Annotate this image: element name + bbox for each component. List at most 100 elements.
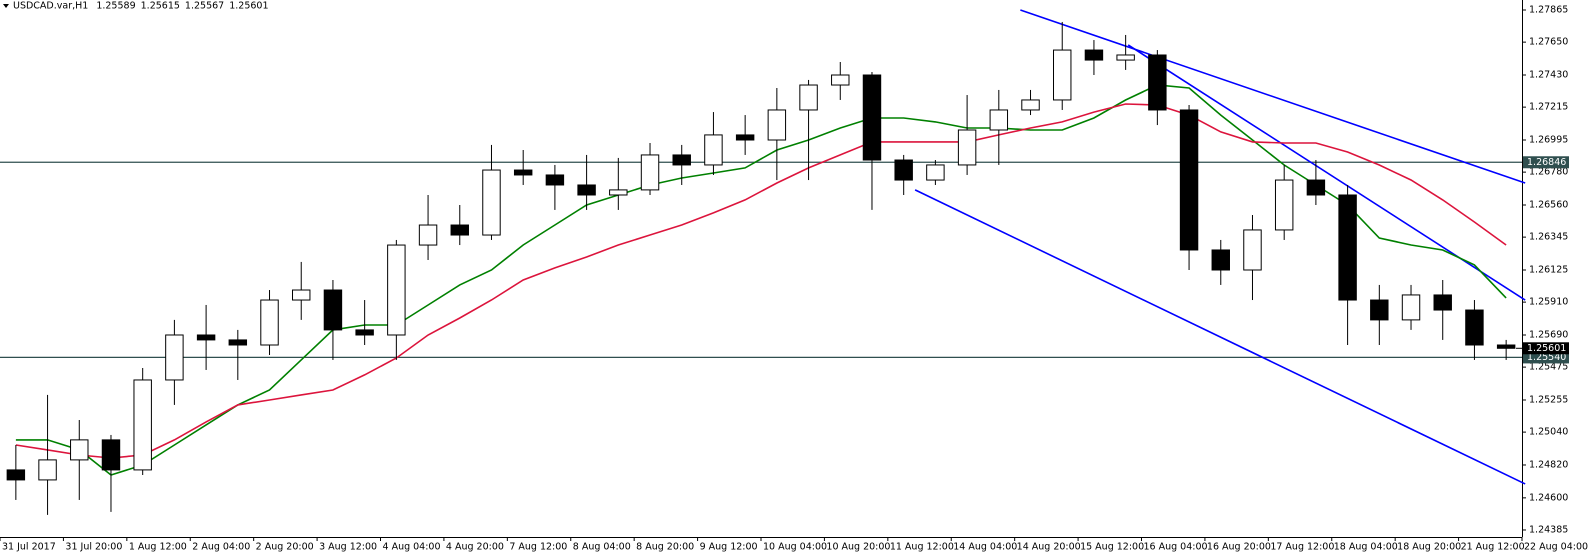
x-tick-label: 7 Aug 12:00 xyxy=(509,542,567,553)
x-tick-label: 10 Aug 20:00 xyxy=(826,542,890,553)
candle-body xyxy=(450,224,469,236)
candle-body xyxy=(989,109,1009,131)
chart-title: USDCAD.var,H1 xyxy=(13,1,88,12)
candle-body xyxy=(545,174,565,186)
candle-body xyxy=(133,379,152,471)
candle-body xyxy=(1116,54,1135,61)
candle-body xyxy=(704,134,723,166)
x-tick-label: 4 Aug 04:00 xyxy=(383,542,441,553)
moving-average xyxy=(15,84,1507,476)
candle-body xyxy=(387,244,406,336)
candle-body xyxy=(38,459,57,481)
candle-body xyxy=(577,184,596,196)
level-label: 1.26846 xyxy=(1527,157,1566,168)
price-label-box xyxy=(1523,342,1569,355)
candle-body xyxy=(1179,109,1199,251)
candle-body xyxy=(1021,99,1040,111)
level-label-box xyxy=(1523,351,1569,364)
candle-body xyxy=(196,334,216,341)
candle-body xyxy=(1496,344,1516,349)
candle-body xyxy=(894,159,913,181)
candle-body xyxy=(228,339,248,346)
header-value: 1.25601 xyxy=(229,1,268,12)
candle-body xyxy=(799,84,818,111)
header-value: 1.25615 xyxy=(141,1,180,12)
candle-body xyxy=(926,164,945,181)
candle-body xyxy=(1370,299,1389,321)
candle-body xyxy=(1053,49,1072,101)
y-tick-label: 1.26125 xyxy=(1529,264,1568,275)
candle-body xyxy=(1211,249,1230,271)
candle-body xyxy=(862,74,882,161)
candle-body xyxy=(1084,49,1104,61)
candle-body xyxy=(355,329,374,336)
trend-line xyxy=(914,189,1526,485)
candle-body xyxy=(640,154,660,191)
candle-body xyxy=(1465,309,1484,346)
y-tick-label: 1.25040 xyxy=(1529,427,1568,438)
candle-body xyxy=(482,169,501,236)
x-tick-label: 14 Aug 04:00 xyxy=(953,542,1017,553)
x-tick-label: 14 Aug 20:00 xyxy=(1017,542,1081,553)
y-tick-label: 1.25690 xyxy=(1529,329,1568,340)
y-tick-label: 1.25910 xyxy=(1529,297,1568,308)
y-tick-label: 1.26995 xyxy=(1529,135,1568,146)
x-tick-label: 16 Aug 04:00 xyxy=(1144,542,1208,553)
x-tick-label: 8 Aug 20:00 xyxy=(636,542,694,553)
y-tick-label: 1.24600 xyxy=(1529,492,1568,503)
menu-arrow xyxy=(3,4,9,8)
candle-body xyxy=(70,439,89,461)
x-tick-label: 21 Aug 12:00 xyxy=(1461,542,1525,553)
trend-line xyxy=(1020,9,1526,184)
y-tick-label: 1.26560 xyxy=(1529,199,1568,210)
moving-average xyxy=(15,103,1507,459)
candle-body xyxy=(672,154,691,166)
x-tick-label: 4 Aug 20:00 xyxy=(446,542,504,553)
x-tick-label: 18 Aug 20:00 xyxy=(1397,542,1461,553)
x-tick-label: 10 Aug 04:00 xyxy=(763,542,827,553)
candle-body xyxy=(418,224,438,246)
candle-body xyxy=(513,169,533,176)
x-tick-label: 18 Aug 04:00 xyxy=(1334,542,1398,553)
level-label-box xyxy=(1523,156,1569,169)
candle-body xyxy=(1338,194,1357,301)
x-tick-label: 11 Aug 12:00 xyxy=(890,542,954,553)
candle-body xyxy=(323,289,343,331)
y-tick-label: 1.25255 xyxy=(1529,394,1568,405)
candle-body xyxy=(735,134,755,141)
x-tick-label: 22 Aug 04:00 xyxy=(1524,542,1588,553)
price-label: 1.25601 xyxy=(1527,343,1566,354)
x-tick-label: 2 Aug 20:00 xyxy=(256,542,314,553)
y-tick-label: 1.25475 xyxy=(1529,362,1568,373)
y-tick-label: 1.24385 xyxy=(1529,524,1568,535)
candle-body xyxy=(292,289,311,301)
candle-body xyxy=(831,74,850,86)
header-value: 1.25567 xyxy=(185,1,224,12)
candle-body xyxy=(1243,229,1262,271)
x-tick-label: 8 Aug 04:00 xyxy=(573,542,631,553)
candle-body xyxy=(609,189,628,196)
candle-body xyxy=(1306,179,1326,196)
y-tick-label: 1.27865 xyxy=(1529,5,1568,16)
x-tick-label: 3 Aug 12:00 xyxy=(319,542,377,553)
y-tick-label: 1.26780 xyxy=(1529,167,1568,178)
y-tick-label: 1.26345 xyxy=(1529,232,1568,243)
x-tick-label: 9 Aug 12:00 xyxy=(700,542,758,553)
x-tick-label: 31 Jul 2017 xyxy=(2,542,56,553)
y-tick-label: 1.27430 xyxy=(1529,70,1568,81)
x-tick-label: 15 Aug 12:00 xyxy=(1080,542,1144,553)
y-tick-label: 1.27215 xyxy=(1529,102,1568,113)
x-tick-label: 1 Aug 12:00 xyxy=(129,542,187,553)
x-tick-label: 2 Aug 04:00 xyxy=(192,542,250,553)
candle-body xyxy=(1401,294,1421,321)
candle-body xyxy=(1274,179,1294,231)
candle-body xyxy=(165,334,184,381)
candle-body xyxy=(957,129,977,166)
y-tick-label: 1.24820 xyxy=(1529,459,1568,470)
x-tick-label: 17 Aug 12:00 xyxy=(1270,542,1334,553)
candle-body xyxy=(1433,294,1452,311)
x-tick-label: 16 Aug 20:00 xyxy=(1207,542,1271,553)
candle-body xyxy=(1148,54,1167,111)
